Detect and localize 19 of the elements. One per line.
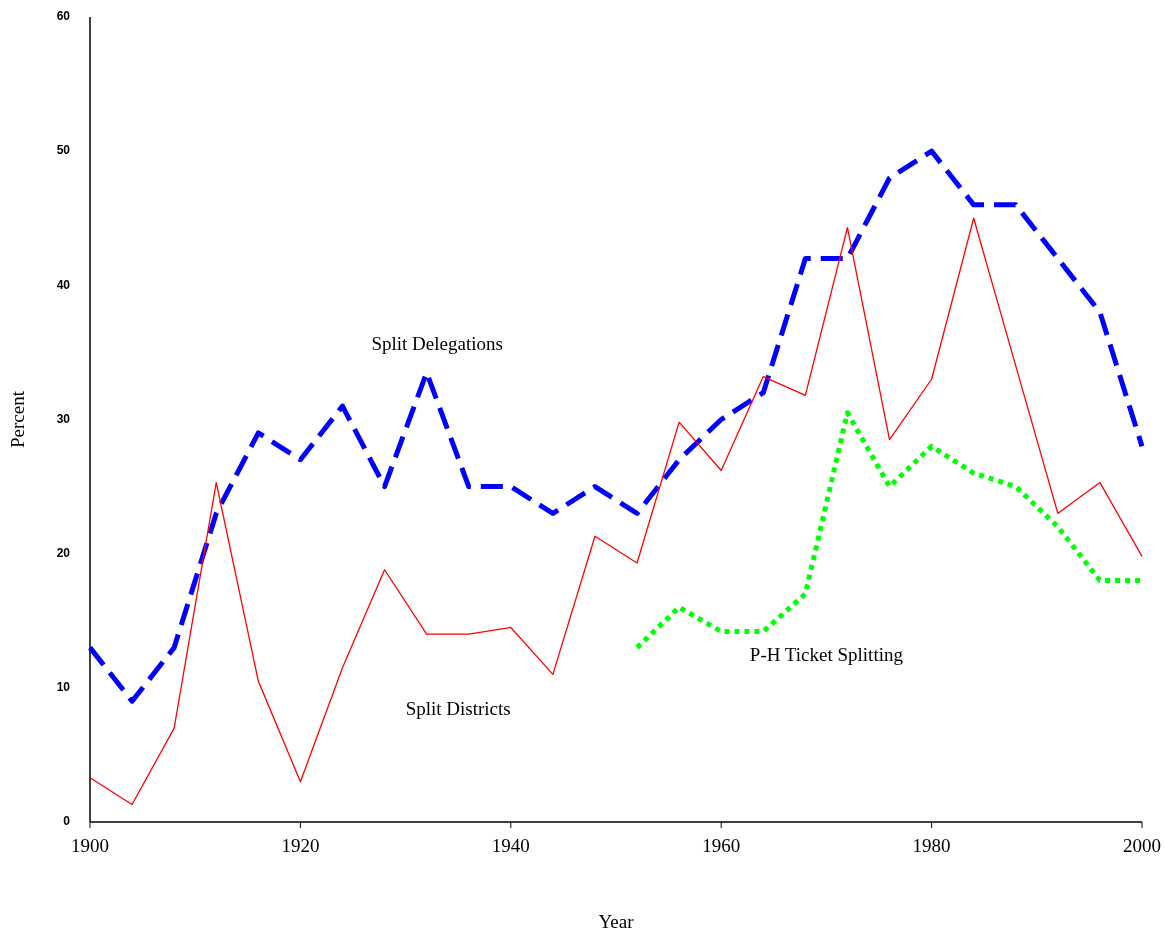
x-axis-title: Year xyxy=(598,911,635,932)
x-tick-label: 1900 xyxy=(71,835,109,856)
series-label: Split Delegations xyxy=(371,332,503,354)
y-tick-label: 50 xyxy=(56,143,71,158)
x-tick-label: 1920 xyxy=(281,835,320,856)
y-axis-title: Percent xyxy=(7,390,28,448)
y-tick-label: 40 xyxy=(56,277,71,292)
x-tick-label: 1960 xyxy=(702,835,741,856)
x-tick-label: 1940 xyxy=(491,835,530,856)
y-tick-label: 30 xyxy=(56,411,71,426)
y-tick-label: 10 xyxy=(56,680,71,695)
x-tick-label: 2000 xyxy=(1123,835,1161,856)
line-series xyxy=(89,217,1143,806)
y-tick-label: 60 xyxy=(56,9,71,24)
text: Split Districts xyxy=(405,697,511,719)
y-tick-label: 0 xyxy=(63,814,71,829)
series-label: P-H Ticket Splitting xyxy=(749,644,904,665)
y-tick-label: 20 xyxy=(56,545,71,560)
x-tick-label: 1980 xyxy=(912,835,951,856)
